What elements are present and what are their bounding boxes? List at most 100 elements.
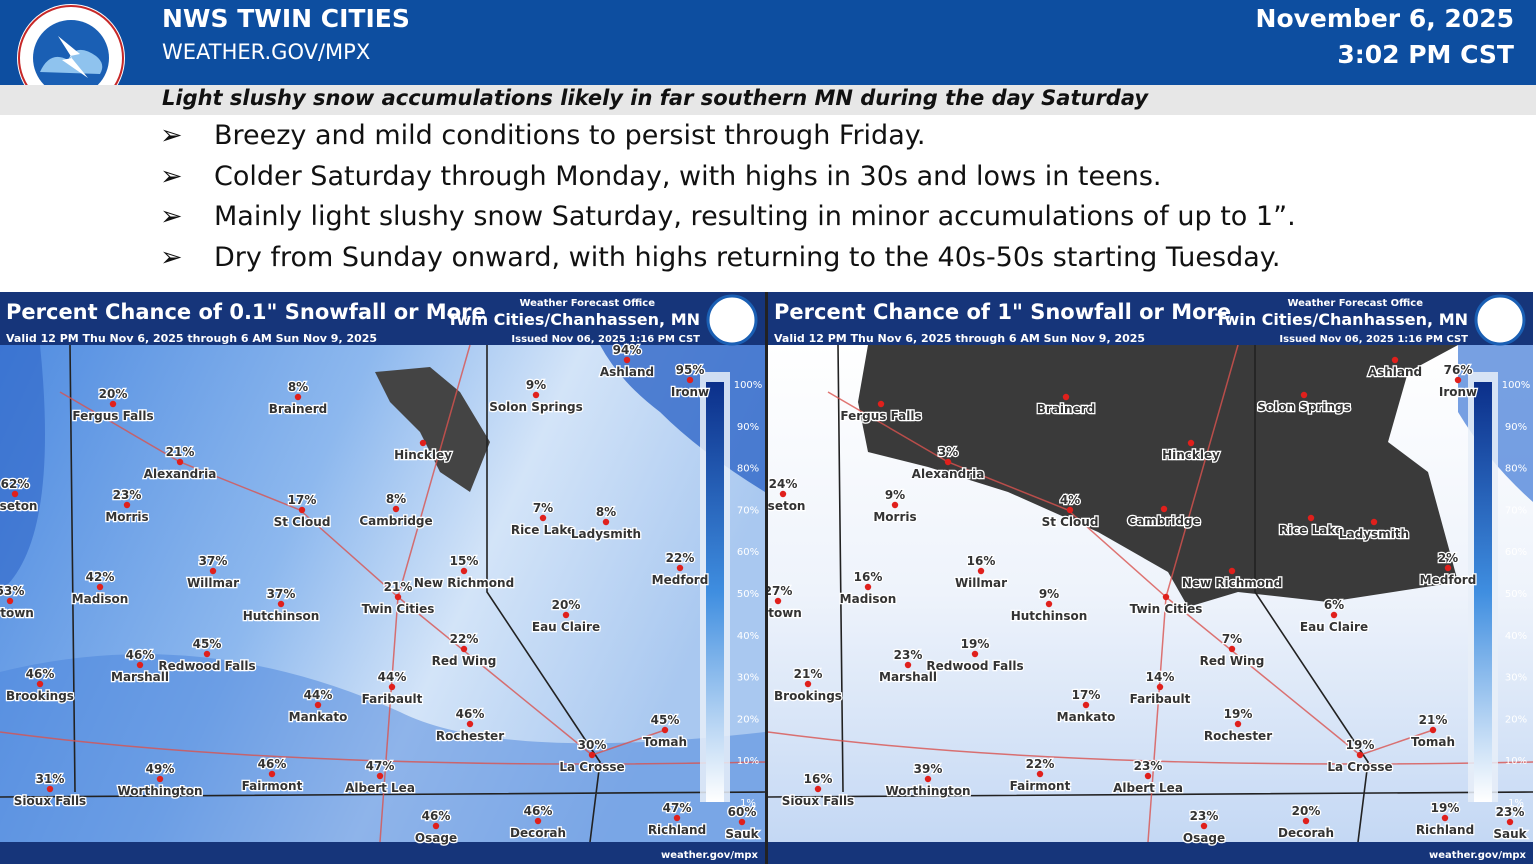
city-name: Osage: [415, 831, 457, 845]
city-chance: 46%: [258, 757, 287, 771]
city-name: Morris: [873, 510, 916, 524]
city-chance: 19%: [961, 637, 990, 651]
city-dot: [314, 701, 322, 709]
state-border: [768, 344, 1533, 843]
city-chance: 44%: [304, 688, 333, 702]
city-name: La Crosse: [559, 760, 624, 774]
highway: [0, 344, 765, 843]
city-chance: 37%: [199, 554, 228, 568]
city-dot: [676, 564, 684, 572]
no-snow-area: [858, 345, 1458, 607]
bullet: Dry from Sunday onward, with highs retur…: [160, 242, 1296, 283]
city-chance: 21%: [794, 667, 823, 681]
city-name: Eau Claire: [532, 620, 600, 634]
city-name: Sioux Falls: [782, 794, 854, 808]
city-dot: [924, 775, 932, 783]
office-name: Twin Cities/Chanhassen, MN: [447, 310, 700, 329]
city-chance: 20%: [1292, 804, 1321, 818]
city-name: Rochester: [1204, 729, 1272, 743]
city-dot: [136, 661, 144, 669]
city-chance: 8%: [596, 505, 616, 519]
city-chance: 23%: [1496, 805, 1525, 819]
footer-url: weather.gov/mpx: [1429, 850, 1527, 861]
city-name: Alexandria: [144, 467, 217, 481]
city-chance: 44%: [378, 670, 407, 684]
city-dot: [1160, 505, 1168, 513]
city-name: Twin Cities: [1130, 602, 1203, 616]
office-title: NWS TWIN CITIES: [162, 4, 410, 33]
bullet: Breezy and mild conditions to persist th…: [160, 120, 1296, 161]
city-name: Rochester: [436, 729, 504, 743]
city-chance: 22%: [450, 632, 479, 646]
city-dot: [534, 817, 542, 825]
state-border: [0, 344, 765, 843]
city-name: Hinckley: [1162, 448, 1220, 462]
city-dot: [779, 490, 787, 498]
city-dot: [944, 458, 952, 466]
city-dot: [268, 770, 276, 778]
time: 3:02 PM CST: [1337, 40, 1514, 69]
headline: Light slushy snow accumulations likely i…: [162, 86, 1149, 110]
city-chance: 46%: [524, 804, 553, 818]
city-dot: [392, 505, 400, 513]
city-dot: [1228, 567, 1236, 575]
office-name: Twin Cities/Chanhassen, MN: [1215, 310, 1468, 329]
city-dot: [1144, 772, 1152, 780]
city-dot: [432, 822, 440, 830]
header-bar: NWS TWIN CITIES WEATHER.GOV/MPX November…: [0, 0, 1536, 112]
city-dot: [774, 597, 782, 605]
city-dot: [203, 650, 211, 658]
city-name: ertown: [768, 606, 802, 620]
city-dot: [376, 772, 384, 780]
city-chance: 21%: [166, 445, 195, 459]
city-dot: [209, 567, 217, 575]
city-chance: 19%: [1346, 738, 1375, 752]
city-chance: 15%: [450, 554, 479, 568]
city-chance: 9%: [526, 378, 546, 392]
legend-label: 90%: [1505, 422, 1527, 433]
city-chance: 2%: [1438, 551, 1458, 565]
city-dot: [419, 439, 427, 447]
city-name: Fairmont: [242, 779, 303, 793]
city-dot: [562, 611, 570, 619]
city-chance: 8%: [386, 492, 406, 506]
panel-header: [768, 292, 1533, 345]
city-chance: 39%: [914, 762, 943, 776]
city-dot: [977, 567, 985, 575]
city-dot: [298, 506, 306, 514]
legend-label: 60%: [1505, 547, 1527, 558]
legend-label: 10%: [737, 756, 759, 767]
highway: [768, 344, 1533, 843]
city-chance: 76%: [1444, 363, 1473, 377]
city-dot: [864, 583, 872, 591]
city-chance: 19%: [1431, 801, 1460, 815]
legend-label: 10%: [1505, 756, 1527, 767]
city-chance: 3%: [938, 445, 958, 459]
legend-label: 30%: [1505, 673, 1527, 684]
city-chance: 6%: [1324, 598, 1344, 612]
city-name: Fergus Falls: [840, 409, 921, 423]
city-chance: 17%: [288, 493, 317, 507]
city-dot: [6, 597, 14, 605]
city-dot: [877, 400, 885, 408]
city-name: Osage: [1183, 831, 1225, 845]
city-name: Redwood Falls: [158, 659, 255, 673]
city-name: Brookings: [774, 689, 842, 703]
legend-label: 20%: [737, 714, 759, 725]
city-dot: [738, 818, 746, 826]
city-dot: [1429, 726, 1437, 734]
city-name: sseton: [768, 499, 805, 513]
city-name: Solon Springs: [489, 400, 583, 414]
city-dot: [466, 720, 474, 728]
city-dot: [1162, 593, 1170, 601]
city-dot: [1370, 518, 1378, 526]
city-name: Sauk: [1493, 827, 1527, 841]
city-name: Worthington: [117, 784, 202, 798]
panel-header: [0, 292, 765, 345]
city-dot: [1156, 683, 1164, 691]
office-url: WEATHER.GOV/MPX: [162, 40, 371, 64]
city-dot: [109, 400, 117, 408]
date: November 6, 2025: [1255, 4, 1514, 33]
city-name: Fergus Falls: [72, 409, 153, 423]
